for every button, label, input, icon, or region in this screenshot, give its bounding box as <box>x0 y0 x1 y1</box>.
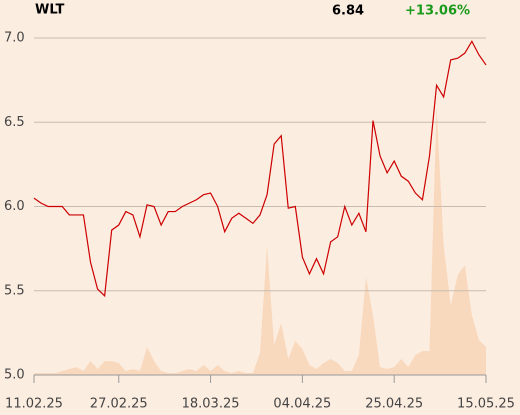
x-tick-label: 27.02.25 <box>90 397 148 412</box>
x-tick-label: 11.02.25 <box>5 397 63 412</box>
y-tick-label: 7.0 <box>4 31 25 46</box>
volume-area <box>34 105 486 375</box>
x-tick-label: 18.03.25 <box>182 397 240 412</box>
change: +13.06% <box>405 4 470 19</box>
price-line <box>33 40 487 298</box>
symbol: WLT <box>35 3 64 18</box>
x-tick-label: 25.04.25 <box>365 397 423 412</box>
y-tick-label: 6.0 <box>4 199 25 214</box>
y-tick-label: 6.5 <box>4 115 25 130</box>
y-tick-label: 5.0 <box>4 368 25 383</box>
x-tick-label: 04.04.25 <box>273 397 331 412</box>
x-tick-label: 15.05.25 <box>457 397 515 412</box>
y-tick-label: 5.5 <box>4 283 25 298</box>
last-price: 6.84 <box>332 4 364 19</box>
